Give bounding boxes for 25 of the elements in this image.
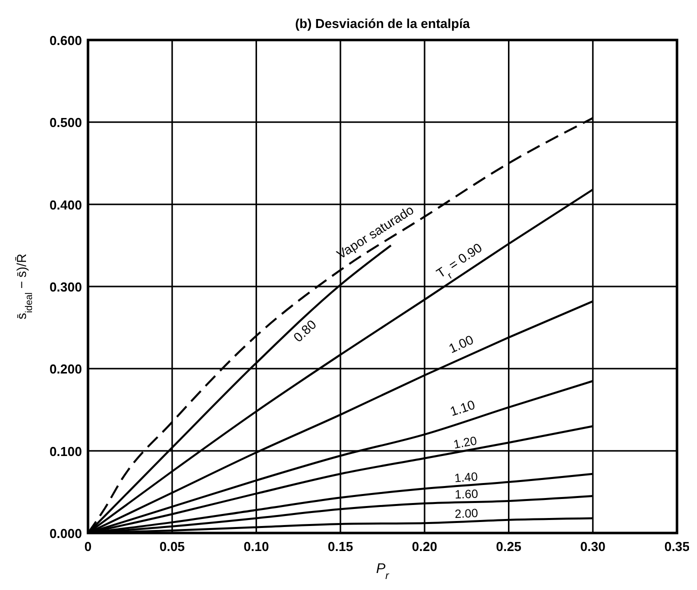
text: 0.80 — [290, 316, 320, 345]
text: T$_{r}$ = 0.90 — [434, 240, 485, 282]
y-tick-label: 0.000 — [49, 526, 82, 541]
y-tick-label: 0.100 — [49, 444, 82, 459]
x-tick-label: 0.20 — [412, 539, 438, 554]
chart-title: (b) Desviación de la entalpía — [295, 16, 471, 31]
x-axis-title: P$_{r}$ — [376, 560, 390, 582]
y-tick-label: 0.300 — [49, 280, 82, 294]
series-label: 2.00 — [454, 506, 479, 521]
series-label: 1.60 — [454, 486, 479, 502]
x-tick-label: 0.15 — [328, 539, 354, 554]
x-tick-label: 0 — [84, 539, 92, 554]
text: 1.00 — [446, 332, 476, 356]
y-tick-label: 0.200 — [49, 362, 82, 377]
y-tick-label: 0.500 — [49, 115, 82, 130]
series-label: 1.40 — [454, 469, 479, 486]
text: 1.20 — [452, 433, 478, 452]
y-tick-label: 0.400 — [49, 197, 82, 212]
text: 1.10 — [448, 396, 477, 420]
x-tick-label: 0.10 — [244, 539, 269, 554]
x-tick-label: 0.05 — [159, 539, 185, 554]
x-tick-label: 0.35 — [664, 539, 690, 554]
x-tick-label: 0.30 — [580, 539, 606, 554]
x-tick-label: 0.25 — [496, 539, 522, 554]
y-tick-label: 0.600 — [49, 33, 82, 48]
